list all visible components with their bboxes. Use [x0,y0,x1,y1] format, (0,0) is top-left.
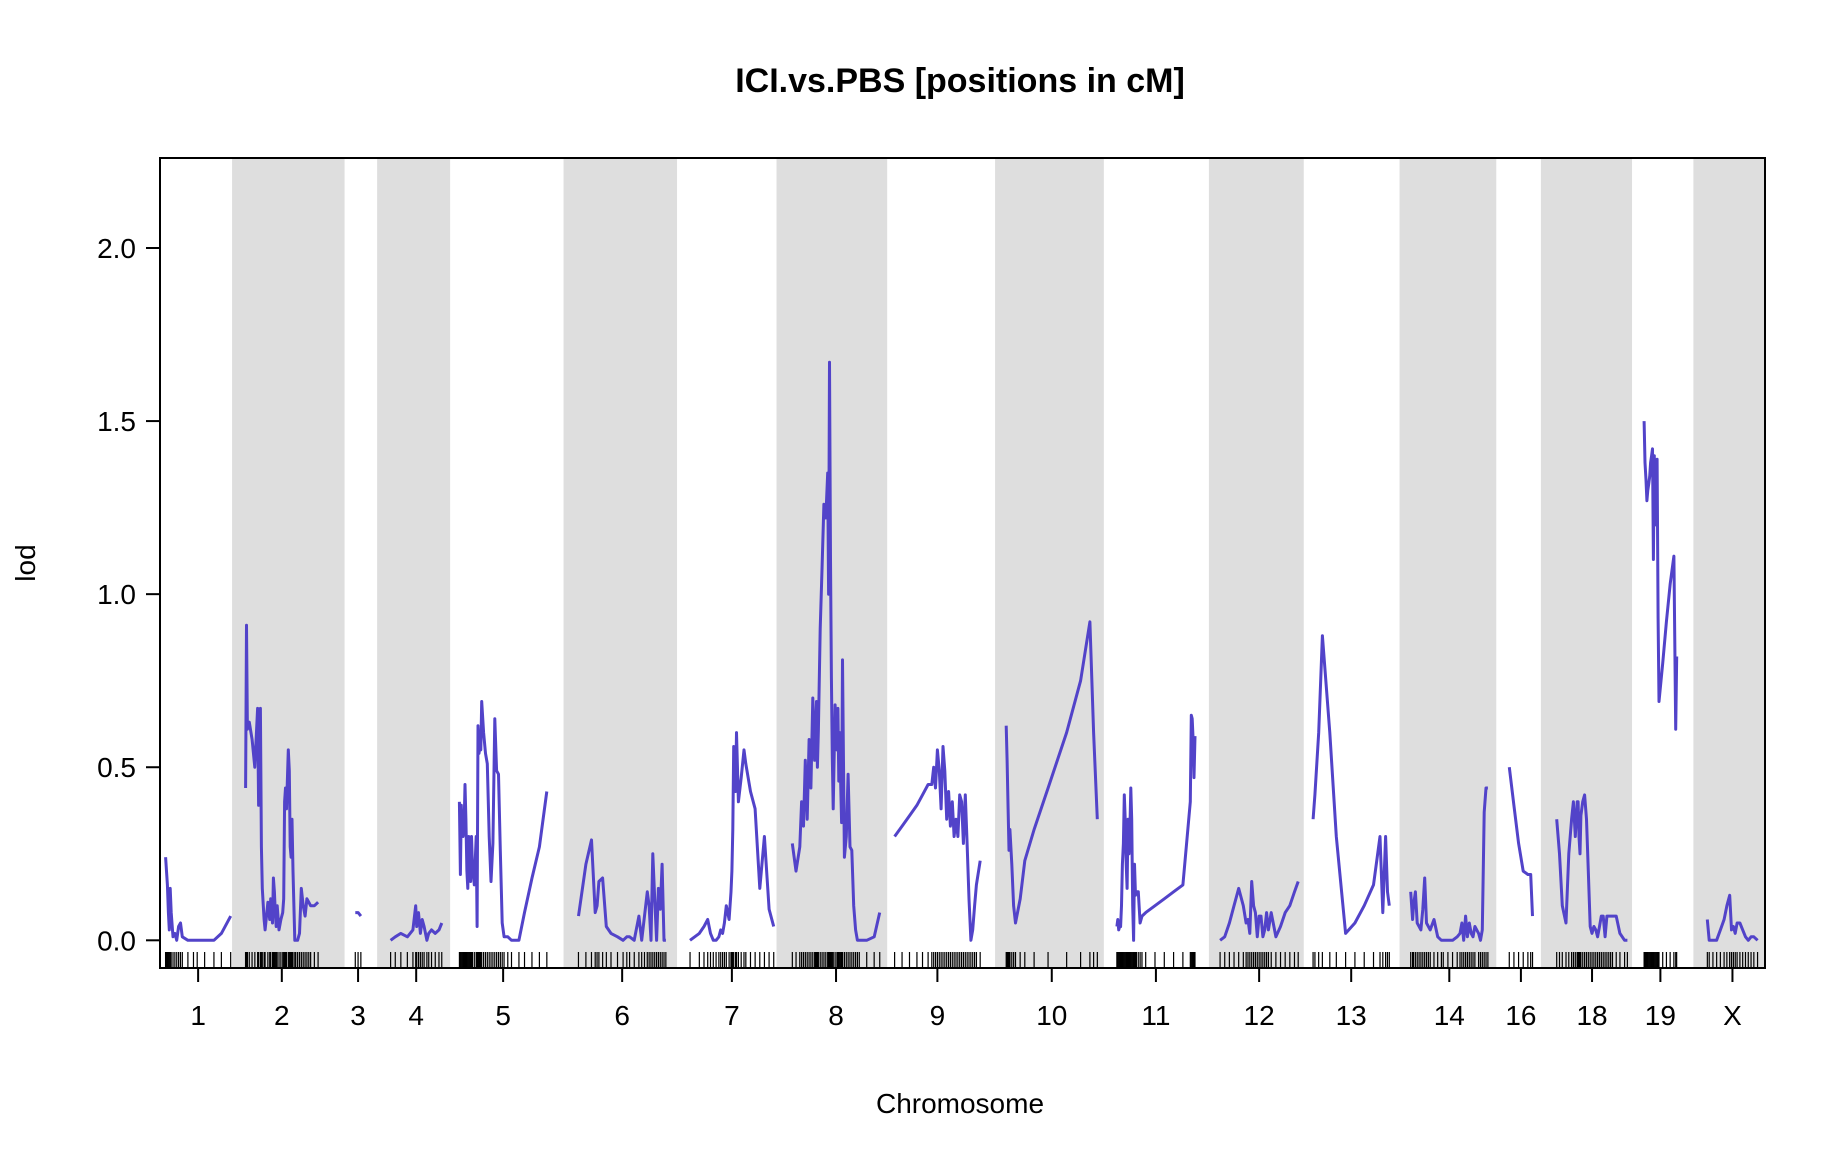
band-chr-2 [232,158,345,968]
band-chr-4 [377,158,451,968]
y-tick-label: 1.0 [97,579,136,610]
y-axis-label: lod [10,544,41,581]
lod-line-chr-X [1705,893,1759,942]
plot-frame [159,157,1766,969]
lod-line-chr-8 [790,360,882,942]
lod-line-chr-16 [1507,767,1534,917]
x-axis-label: Chromosome [876,1088,1044,1119]
lod-line-chr-13 [1311,634,1391,935]
lod-line-chr-14 [1409,786,1488,942]
band-chr-14 [1399,158,1497,968]
x-tick-label-chr-10: 10 [1036,1000,1067,1031]
y-tick-label: 0.0 [97,925,136,956]
lod-line-chr-18 [1555,793,1628,942]
x-tick-label-chr-11: 11 [1141,1000,1170,1031]
lod-line-chr-11 [1115,713,1197,942]
x-tick-label-chr-12: 12 [1244,1000,1275,1031]
x-tick-label-chr-16: 16 [1505,1000,1536,1031]
band-chr-10 [995,158,1104,968]
x-axis: 1 2 3 4 5 6 7 8 9 10 11 12 13 14 16 18 19 X [190,968,1742,1031]
y-tick-label: 0.5 [97,752,136,783]
lod-line-chr-4 [389,904,444,942]
band-chr-X [1693,158,1765,968]
x-tick-label-chr-19: 19 [1645,1000,1676,1031]
x-tick-label-chr-7: 7 [724,1000,740,1031]
lod-line-chr-3 [355,911,363,918]
lod-line-chr-5 [457,700,549,942]
lod-line-chr-9 [893,745,982,942]
lod-curves [164,360,1759,942]
y-tick-label: 1.5 [97,406,136,437]
x-tick-label-chr-13: 13 [1336,1000,1367,1031]
lod-line-chr-7 [689,731,776,942]
x-tick-label-chr-3: 3 [350,1000,366,1031]
x-tick-label-chr-8: 8 [828,1000,844,1031]
band-chr-12 [1208,158,1304,968]
y-axis: 0.0 0.5 1.0 1.5 2.0 [97,233,160,956]
x-tick-label-chr-14: 14 [1434,1000,1465,1031]
band-chr-6 [563,158,678,968]
x-tick-label-chr-5: 5 [495,1000,511,1031]
lod-line-chr-12 [1219,880,1300,942]
x-tick-label-chr-X: X [1723,1000,1742,1031]
x-tick-label-chr-1: 1 [190,1000,206,1031]
x-tick-label-chr-9: 9 [930,1000,946,1031]
lod-line-chr-10 [1004,620,1099,925]
x-tick-label-chr-4: 4 [408,1000,424,1031]
lod-line-chr-2 [244,623,320,942]
x-tick-label-chr-6: 6 [614,1000,630,1031]
lod-line-chr-6 [577,838,666,942]
lod-line-chr-19 [1642,421,1679,731]
x-tick-label-chr-2: 2 [274,1000,290,1031]
lod-line-chr-1 [164,857,233,942]
x-tick-label-chr-18: 18 [1576,1000,1607,1031]
marker-rug [164,952,1759,968]
y-tick-label: 2.0 [97,233,136,264]
chart-title: ICI.vs.PBS [positions in cM] [735,62,1185,100]
